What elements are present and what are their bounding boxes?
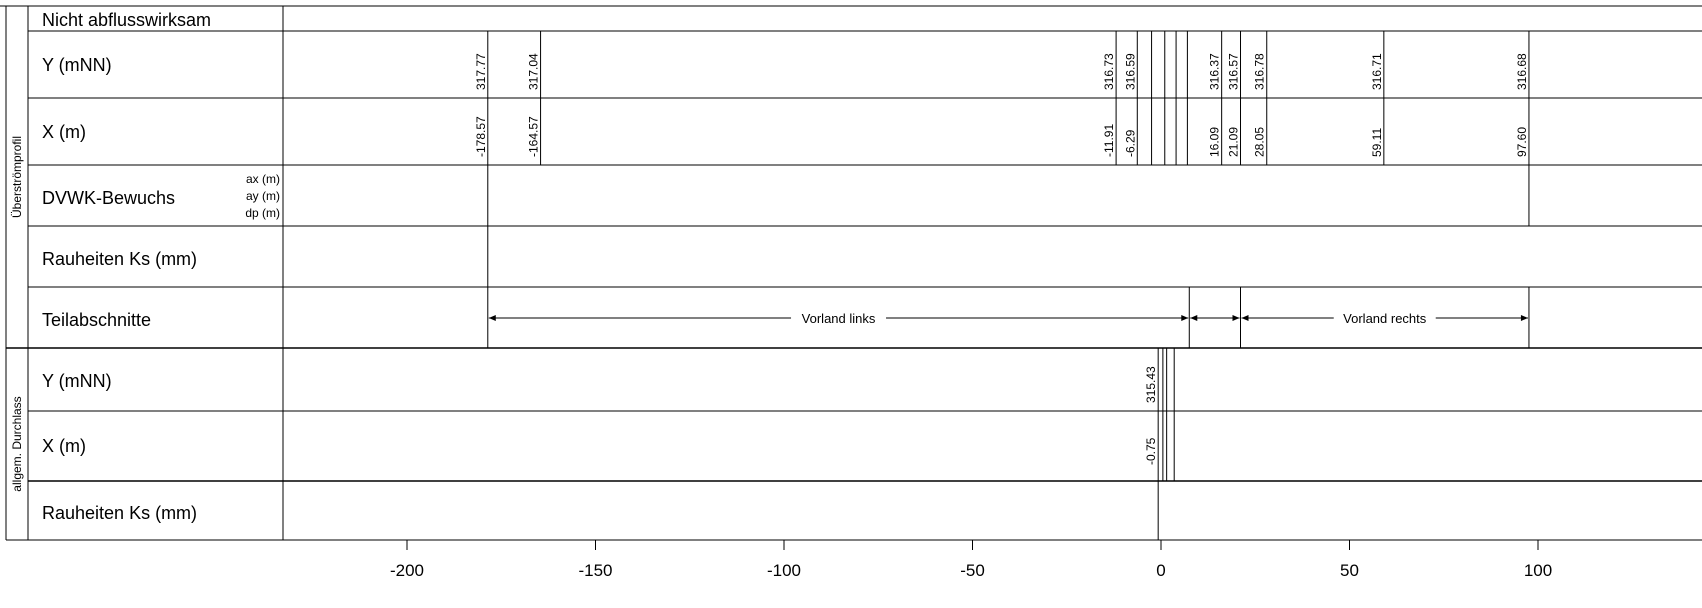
segment-arrow	[1190, 315, 1198, 321]
y-value-label: 316.59	[1123, 53, 1137, 90]
y-value-label: 316.68	[1515, 53, 1529, 90]
row-label-rauheiten-profile: Rauheiten Ks (mm)	[42, 249, 197, 269]
section-labels: Überströmprofil allgem. Durchlass	[10, 136, 24, 492]
axis-tick-label: -50	[960, 561, 985, 580]
segment-label: Vorland rechts	[1343, 311, 1427, 326]
segment-arrow	[1241, 315, 1249, 321]
segment-arrow	[488, 315, 496, 321]
axis-tick-label: -100	[767, 561, 801, 580]
row-label-y-durchlass: Y (mNN)	[42, 371, 112, 391]
y-value-label: 316.78	[1253, 53, 1267, 90]
row-label-x-profile: X (m)	[42, 122, 86, 142]
y-value-label: 317.77	[474, 53, 488, 90]
row-label-teilabschnitte: Teilabschnitte	[42, 310, 151, 330]
data-area: 317.77 -178.57 317.04 -164.57 316.73 -11.91 31…	[474, 31, 1530, 540]
table-frame	[0, 5, 1702, 541]
dvwk-unit-ay: ay (m)	[246, 189, 280, 203]
segment-arrow	[1520, 315, 1528, 321]
axis-tick-label: 50	[1340, 561, 1359, 580]
axis-tick-label: -200	[390, 561, 424, 580]
x-value-label: -11.91	[1102, 124, 1116, 157]
section-title-durchlass: allgem. Durchlass	[10, 396, 24, 491]
segment-arrow	[1232, 315, 1240, 321]
culvert-y-value-label: 315.43	[1144, 366, 1158, 403]
x-value-label: 97.60	[1515, 127, 1529, 157]
row-label-nicht-abflusswirksam: Nicht abflusswirksam	[42, 10, 211, 30]
dvwk-unit-ax: ax (m)	[246, 172, 280, 186]
segment-label-bg	[1333, 310, 1436, 325]
axis-tick-label: 100	[1524, 561, 1552, 580]
x-value-label: 16.09	[1208, 127, 1222, 157]
y-value-label: 317.04	[527, 53, 541, 90]
row-label-y-profile: Y (mNN)	[42, 55, 112, 75]
row-label-x-durchlass: X (m)	[42, 436, 86, 456]
x-axis: -200 -150 -100 -50 0 50 100	[390, 540, 1552, 580]
x-value-label: -6.29	[1123, 129, 1137, 157]
axis-tick-label: 0	[1156, 561, 1165, 580]
culvert-x-value-label: -0.75	[1144, 437, 1158, 465]
segment-label-bg	[791, 310, 887, 325]
y-value-label: 316.71	[1370, 53, 1384, 90]
x-value-label: 21.09	[1227, 127, 1241, 157]
dvwk-unit-dp: dp (m)	[245, 206, 280, 220]
x-value-label: -178.57	[474, 116, 488, 157]
y-value-label: 316.57	[1227, 53, 1241, 90]
row-label-dvwk-bewuchs: DVWK-Bewuchs	[42, 188, 175, 208]
x-value-label: 59.11	[1370, 128, 1384, 157]
y-value-label: 316.73	[1102, 53, 1116, 90]
segment-arrow	[1181, 315, 1189, 321]
section-title-uberstromprofil: Überströmprofil	[10, 136, 24, 218]
segment-label: Vorland links	[802, 311, 876, 326]
row-labels: Nicht abflusswirksam Y (mNN) X (m) DVWK-…	[42, 10, 280, 523]
y-value-label: 316.37	[1208, 53, 1222, 90]
axis-tick-label: -150	[578, 561, 612, 580]
x-value-label: 28.05	[1253, 127, 1267, 157]
x-value-label: -164.57	[527, 116, 541, 157]
row-label-rauheiten-durchlass: Rauheiten Ks (mm)	[42, 503, 197, 523]
